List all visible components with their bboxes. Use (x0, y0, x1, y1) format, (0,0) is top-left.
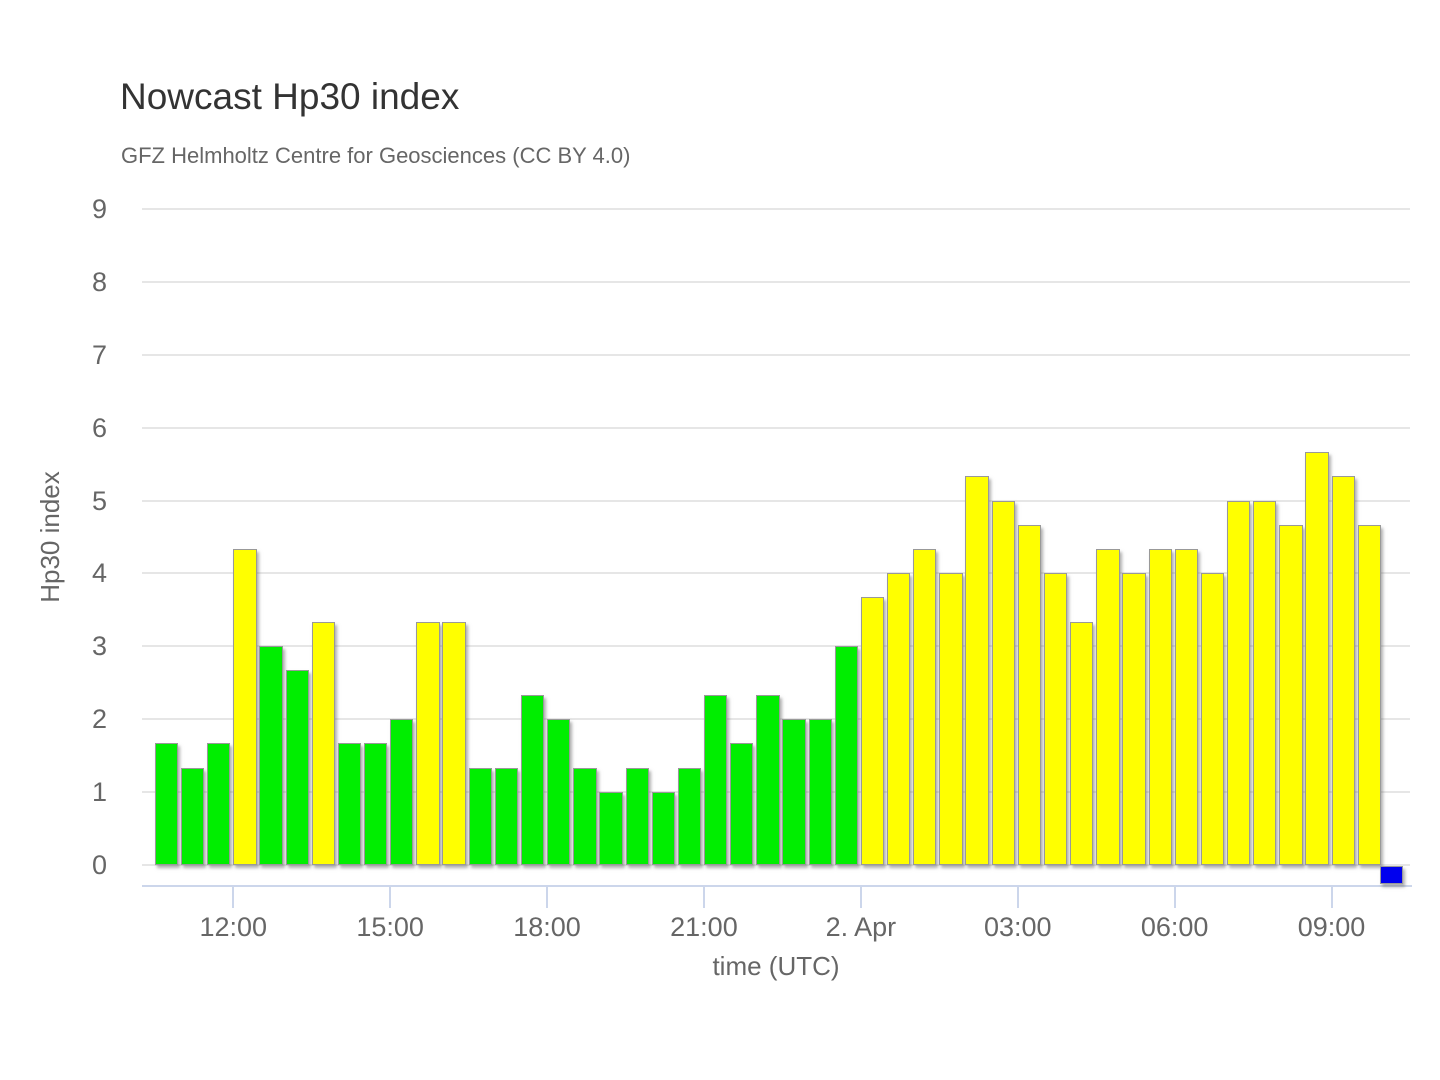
hp30-bar[interactable] (233, 549, 257, 865)
y-gridline (142, 280, 1410, 283)
y-tick-label: 6 (91, 412, 107, 443)
hp30-bar[interactable] (991, 500, 1015, 865)
hp30-bar[interactable] (1331, 476, 1355, 865)
hp30-bar[interactable] (887, 573, 911, 865)
hp30-bar[interactable] (390, 719, 414, 865)
hp30-bar[interactable] (416, 622, 440, 865)
hp30-bar[interactable] (860, 597, 885, 865)
x-tick-label: 15:00 (356, 912, 424, 942)
hp30-bar[interactable] (756, 695, 780, 865)
y-gridline (142, 426, 1410, 429)
y-gridline (142, 499, 1410, 502)
y-tick-label: 5 (91, 485, 107, 516)
hp30-bar[interactable] (337, 743, 362, 865)
y-tick-label: 4 (91, 558, 107, 589)
y-tick-label: 0 (91, 850, 107, 880)
hp30-bar[interactable] (808, 719, 832, 865)
x-tick-mark (389, 887, 392, 908)
hp30-bar[interactable] (677, 768, 702, 865)
y-gridline (142, 207, 1410, 210)
hp30-bar[interactable] (782, 719, 806, 865)
hp30-bar[interactable] (1357, 524, 1382, 865)
hp30-bar[interactable] (1305, 451, 1329, 865)
x-axis-line (142, 885, 1412, 887)
y-gridline (142, 645, 1410, 648)
hp30-bar[interactable] (285, 670, 309, 865)
hp30-bar[interactable] (311, 622, 336, 865)
hp30-bar[interactable] (965, 476, 989, 865)
x-tick-mark (859, 887, 862, 908)
x-tick-label: 06:00 (1140, 912, 1209, 942)
x-tick-label: 09:00 (1297, 912, 1366, 942)
hp30-bar[interactable] (1122, 573, 1146, 865)
hp30-bar[interactable] (1043, 573, 1068, 865)
hp30-bar[interactable] (1226, 500, 1251, 865)
hp30-bar[interactable] (913, 549, 937, 865)
hp30-bar[interactable] (1017, 524, 1042, 865)
y-tick-label: 8 (91, 266, 107, 297)
x-tick-label: 2. Apr (825, 912, 897, 942)
y-tick-label: 3 (91, 631, 107, 662)
hp30-bar[interactable] (834, 646, 859, 865)
hp30-bar[interactable] (939, 573, 963, 865)
hp30-bar[interactable] (1096, 549, 1120, 865)
hp30-bar[interactable] (520, 695, 545, 865)
hp30-bar[interactable] (1279, 524, 1303, 865)
x-tick-mark (1173, 887, 1176, 908)
latest-nowcast-marker[interactable] (1379, 866, 1404, 884)
y-gridline (142, 572, 1410, 575)
hp30-bar[interactable] (180, 768, 205, 865)
hp30-bar[interactable] (442, 622, 466, 865)
y-gridline (142, 864, 1410, 866)
chart-subtitle: GFZ Helmholtz Centre for Geosciences (CC… (121, 143, 631, 168)
x-axis-title: time (UTC) (712, 951, 840, 981)
hp30-bar[interactable] (703, 695, 728, 865)
y-tick-label: 9 (91, 193, 107, 224)
x-tick-label: 18:00 (513, 912, 581, 942)
hp30-bar[interactable] (207, 743, 231, 865)
hp30-bar[interactable] (468, 768, 492, 865)
hp30-bar[interactable] (573, 768, 597, 865)
hp30-bar[interactable] (625, 768, 649, 865)
hp30-bar[interactable] (1174, 549, 1198, 865)
x-tick-label: 12:00 (199, 912, 268, 942)
x-tick-mark (232, 887, 235, 908)
x-tick-label: 21:00 (670, 912, 738, 942)
hp30-bar[interactable] (599, 792, 623, 865)
hp30-bar[interactable] (651, 792, 675, 865)
y-gridline (142, 353, 1410, 356)
x-tick-mark (702, 887, 705, 908)
hp30-bar[interactable] (259, 646, 283, 865)
hp30-bar[interactable] (1070, 622, 1094, 865)
hp30-bar[interactable] (364, 743, 388, 865)
x-tick-mark (546, 887, 549, 908)
hp30-bar[interactable] (547, 719, 571, 865)
hp30-bar[interactable] (1148, 549, 1172, 865)
x-tick-label: 03:00 (983, 912, 1052, 942)
x-tick-mark (1330, 887, 1333, 908)
chart-title: Nowcast Hp30 index (120, 76, 460, 117)
y-tick-label: 1 (91, 777, 107, 808)
hp30-bar[interactable] (1200, 573, 1225, 865)
hp30-bar[interactable] (494, 768, 519, 865)
y-tick-label: 7 (91, 339, 107, 370)
hp30-bar[interactable] (154, 743, 179, 865)
hp30-bar[interactable] (730, 743, 754, 865)
y-tick-label: 2 (91, 704, 107, 735)
x-tick-mark (1016, 887, 1019, 908)
hp30-bar[interactable] (1253, 500, 1277, 865)
